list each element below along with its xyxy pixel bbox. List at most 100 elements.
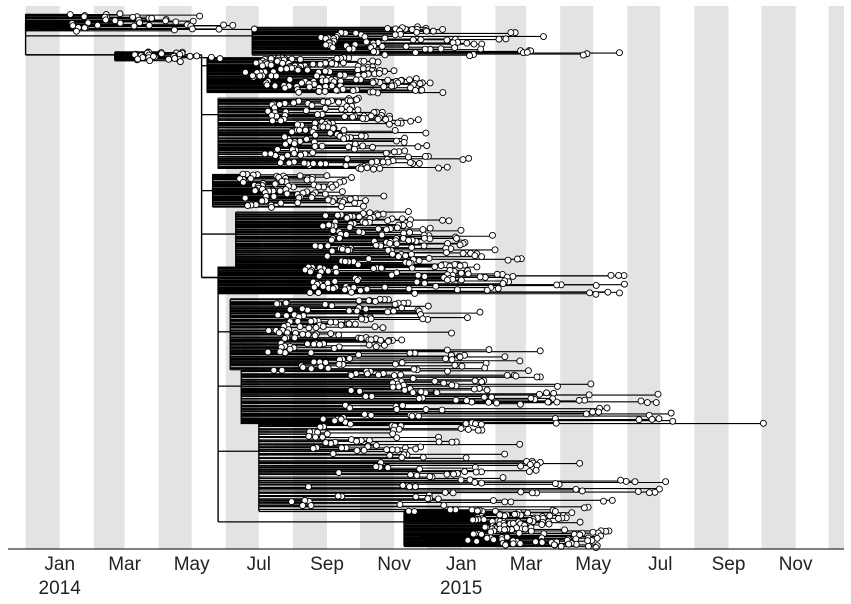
tip-node: [310, 358, 318, 366]
tip-node: [468, 506, 476, 514]
tip-node: [438, 406, 446, 414]
tip-node: [667, 409, 675, 417]
tip-node: [355, 351, 363, 359]
tip-node: [424, 495, 432, 503]
tip-node: [578, 487, 586, 495]
tip-node: [493, 399, 501, 407]
tip-node: [469, 516, 477, 524]
tip-node: [607, 271, 615, 279]
tip-node: [669, 417, 677, 425]
tip-node: [374, 225, 382, 233]
tip-node: [324, 98, 332, 106]
tip-node: [333, 55, 341, 62]
tip-node: [457, 226, 465, 234]
tip-node: [310, 340, 318, 348]
tip-node: [288, 498, 296, 506]
tip-node: [362, 197, 369, 205]
tip-node: [412, 445, 420, 453]
tip-node: [312, 324, 320, 332]
tip-node: [456, 353, 464, 361]
tip-node: [419, 315, 427, 323]
tip-node: [462, 454, 470, 462]
tip-node: [150, 52, 157, 60]
tip-node: [408, 412, 416, 420]
tip-node: [307, 502, 315, 509]
tip-node: [579, 51, 587, 59]
tip-node: [516, 357, 524, 365]
tip-node: [171, 26, 178, 34]
tip-node: [476, 273, 484, 281]
tip-node: [406, 228, 414, 236]
tip-node: [483, 534, 491, 542]
tip-node: [390, 67, 398, 75]
tip-node: [457, 269, 465, 277]
tip-node: [395, 383, 403, 391]
tip-node: [423, 142, 431, 150]
tip-node: [469, 530, 477, 538]
tip-node: [384, 464, 392, 472]
tip-node: [323, 252, 331, 260]
tip-node: [315, 289, 322, 297]
tip-node: [322, 41, 330, 49]
tip-node: [116, 19, 124, 27]
tip-node: [319, 415, 327, 423]
tree-tips: [66, 10, 767, 552]
tip-node: [580, 504, 588, 512]
tip-node: [296, 323, 304, 331]
tip-node: [349, 87, 357, 95]
tip-node: [561, 526, 568, 534]
x-tick-label: Mar: [510, 554, 543, 575]
tip-node: [308, 102, 316, 109]
tip-node: [317, 160, 324, 168]
tip-node: [361, 219, 369, 227]
tip-node: [250, 25, 258, 33]
tip-node: [464, 536, 472, 544]
tip-node: [576, 531, 584, 539]
tip-node: [551, 507, 559, 515]
tip-node: [398, 215, 406, 223]
tip-node: [550, 541, 558, 549]
tip-node: [485, 346, 493, 354]
tip-node: [424, 302, 432, 310]
tip-node: [318, 142, 326, 150]
tip-node: [426, 473, 434, 480]
tip-node: [321, 67, 329, 75]
tip-node: [422, 129, 430, 137]
tip-node: [359, 142, 367, 150]
tip-node: [215, 25, 223, 33]
x-tick-label: Sep: [310, 554, 344, 575]
tip-node: [553, 281, 561, 289]
tip-node: [306, 268, 314, 276]
tip-node: [346, 106, 354, 114]
tip-node: [398, 336, 406, 344]
tip-node: [351, 145, 358, 153]
tip-node: [307, 317, 315, 325]
tip-node: [487, 528, 495, 536]
tip-node: [402, 43, 410, 50]
tip-node: [338, 188, 346, 196]
x-tick-label: Nov: [377, 554, 411, 575]
tip-node: [308, 194, 316, 202]
tip-node: [365, 255, 373, 263]
tip-node: [369, 57, 377, 65]
tip-node: [471, 252, 479, 260]
tip-node: [313, 111, 321, 119]
tip-node: [443, 36, 451, 44]
tip-node: [415, 395, 423, 403]
tip-node: [344, 247, 352, 254]
tip-node: [405, 259, 413, 267]
tip-node: [286, 345, 294, 353]
tip-node: [73, 27, 80, 35]
tip-node: [359, 114, 367, 122]
tip-node: [381, 283, 389, 291]
tip-node: [270, 366, 278, 374]
tip-node: [357, 165, 365, 173]
tip-node: [338, 105, 345, 113]
tip-node: [329, 285, 337, 293]
tip-node: [249, 72, 256, 80]
tip-node: [336, 71, 344, 79]
tip-node: [315, 183, 322, 191]
tip-node: [367, 411, 375, 419]
tip-node: [445, 217, 453, 225]
tip-node: [413, 278, 421, 286]
